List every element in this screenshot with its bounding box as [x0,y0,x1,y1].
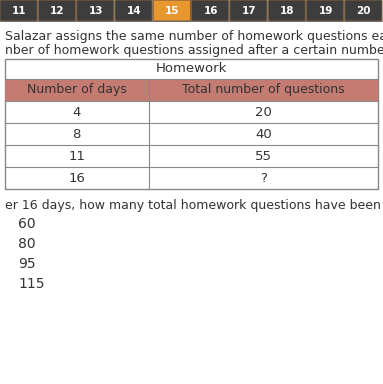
Text: 95: 95 [18,257,36,271]
Text: 20: 20 [255,106,272,119]
Text: ?: ? [260,172,267,184]
Text: Salazar assigns the same number of homework questions ea: Salazar assigns the same number of homew… [5,30,383,43]
Text: 15: 15 [165,6,180,16]
Text: 16: 16 [203,6,218,16]
Text: 115: 115 [18,277,44,291]
FancyBboxPatch shape [77,0,114,21]
Text: 11: 11 [12,6,26,16]
FancyBboxPatch shape [345,0,382,21]
FancyBboxPatch shape [268,0,305,21]
FancyBboxPatch shape [306,0,344,21]
FancyBboxPatch shape [115,0,152,21]
FancyBboxPatch shape [192,0,229,21]
FancyBboxPatch shape [230,0,267,21]
Text: Number of days: Number of days [27,83,127,96]
Text: 16: 16 [68,172,85,184]
Text: Total number of questions: Total number of questions [182,83,345,96]
FancyBboxPatch shape [38,0,75,21]
Text: nber of homework questions assigned after a certain number o: nber of homework questions assigned afte… [5,44,383,57]
FancyBboxPatch shape [153,0,190,21]
Text: 80: 80 [18,237,36,251]
Text: 20: 20 [357,6,371,16]
Text: 60: 60 [18,217,36,231]
Text: 19: 19 [318,6,333,16]
Text: 18: 18 [280,6,295,16]
Text: er 16 days, how many total homework questions have been as: er 16 days, how many total homework ques… [5,199,383,212]
Text: 8: 8 [73,127,81,141]
Text: 14: 14 [127,6,141,16]
Text: 13: 13 [88,6,103,16]
Text: 11: 11 [68,149,85,162]
Bar [5,59,378,189]
Text: 17: 17 [242,6,256,16]
Text: Homework: Homework [156,63,227,76]
Text: 40: 40 [255,127,272,141]
Text: 12: 12 [50,6,65,16]
Text: 4: 4 [73,106,81,119]
Bar [5,79,378,101]
Text: 55: 55 [255,149,272,162]
FancyBboxPatch shape [0,0,37,21]
